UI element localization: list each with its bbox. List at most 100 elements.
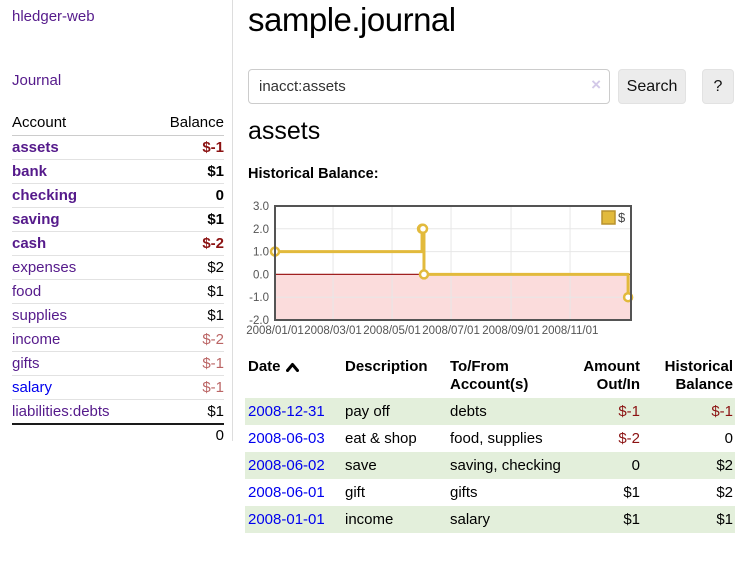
transaction-date-link[interactable]: 2008-06-02 [248, 457, 325, 474]
accounts-table-body: assets $-1 bank $1 checking 0 saving $1 cash $-2 e… [12, 135, 224, 424]
register-cell-amount: $-1 [618, 403, 640, 420]
account-balance: $-1 [148, 135, 224, 160]
account-link-food[interactable]: food [12, 283, 42, 300]
register-header-historical-line2: Balance [675, 376, 733, 393]
svg-text:-1.0: -1.0 [249, 292, 269, 304]
clear-search-icon[interactable]: × [591, 75, 601, 94]
account-balance: $-2 [148, 327, 224, 352]
register-cell-amount: 0 [631, 457, 640, 474]
historical-balance-chart: 3.0 2.0 1.0 0.0 -1.0 -2.0 2008/01/01 2008/03/01… [243, 190, 647, 344]
register-header-historical: Historical Balance [642, 358, 735, 398]
account-link-expenses[interactable]: expenses [12, 259, 77, 276]
account-row: expenses $2 [12, 255, 224, 280]
account-link-assets[interactable]: assets [12, 139, 59, 156]
accounts-total-spacer [12, 422, 149, 447]
account-balance: $-2 [148, 231, 224, 256]
register-cell-balance: $-1 [711, 403, 733, 420]
search-input-wrap: × [248, 69, 610, 104]
account-link-liabilities-debts[interactable]: liabilities:debts [12, 402, 110, 420]
svg-text:2008/11/01: 2008/11/01 [542, 325, 599, 337]
accounts-table: Account Balance assets $-1 bank $1 checking 0… [12, 111, 224, 447]
register-cell-description: save [345, 457, 377, 474]
account-link-saving[interactable]: saving [12, 211, 60, 228]
transaction-date-link[interactable]: 2008-06-01 [248, 484, 325, 501]
register-cell-date: 2008-06-01 [245, 479, 342, 506]
register-header-row: Date Description To/From Account(s) Amou… [245, 358, 735, 398]
accounts-header-account: Account [12, 111, 149, 136]
register-cell-amount: $1 [623, 484, 640, 501]
page-title: sample.journal [248, 1, 456, 38]
account-row: bank $1 [12, 159, 224, 184]
register-row: 2008-06-03 eat & shop food, supplies $-2 0 [245, 425, 735, 452]
register-header-amount-line2: Out/In [596, 376, 640, 393]
account-balance: $-1 [148, 351, 224, 376]
register-header-date[interactable]: Date [245, 358, 342, 398]
transaction-date-link[interactable]: 2008-12-31 [248, 403, 325, 420]
transaction-date-link[interactable]: 2008-06-03 [248, 430, 325, 447]
account-row: saving $1 [12, 207, 224, 232]
account-balance: $1 [148, 159, 224, 184]
transaction-date-link[interactable]: 2008-01-01 [248, 511, 325, 528]
register-table-body: 2008-12-31 pay off debts $-1 $-1 2008-06-03 ea… [245, 398, 735, 533]
svg-text:2008/01/01: 2008/01/01 [246, 325, 304, 337]
register-cell-date: 2008-06-02 [245, 452, 342, 479]
account-row: assets $-1 [12, 135, 224, 160]
account-row: salary $-1 [12, 375, 224, 400]
register-cell-date: 2008-01-01 [245, 506, 342, 533]
account-row: supplies $1 [12, 303, 224, 328]
register-header-date-label: Date [248, 358, 281, 375]
accounts-total-row: 0 [12, 422, 224, 447]
svg-text:2008/09/01: 2008/09/01 [482, 325, 540, 337]
chart-title: Historical Balance: [248, 166, 379, 182]
help-button[interactable]: ? [702, 69, 734, 104]
register-row: 2008-12-31 pay off debts $-1 $-1 [245, 398, 735, 425]
register-cell-amount: $-2 [618, 430, 640, 447]
svg-text:0.0: 0.0 [253, 269, 269, 281]
account-balance: $1 [148, 279, 224, 304]
chevron-up-icon [285, 359, 299, 377]
register-cell-description: income [345, 511, 394, 528]
account-link-cash[interactable]: cash [12, 235, 47, 252]
account-row: income $-2 [12, 327, 224, 352]
account-heading: assets [248, 117, 321, 145]
sidebar-item-journal[interactable]: Journal [12, 72, 62, 89]
register-cell-date: 2008-12-31 [245, 398, 342, 425]
account-link-income[interactable]: income [12, 331, 61, 348]
account-row: food $1 [12, 279, 224, 304]
register-cell-accounts: saving, checking [450, 457, 561, 474]
register-cell-date: 2008-06-03 [245, 425, 342, 452]
accounts-table-header: Account Balance [12, 111, 224, 136]
svg-text:2008/07/01: 2008/07/01 [422, 325, 480, 337]
account-link-supplies[interactable]: supplies [12, 307, 68, 324]
register-row: 2008-01-01 income salary $1 $1 [245, 506, 735, 533]
accounts-total-value: 0 [148, 422, 224, 447]
register-cell-balance: $2 [716, 484, 733, 501]
register-row: 2008-06-01 gift gifts $1 $2 [245, 479, 735, 506]
svg-text:2008/03/01: 2008/03/01 [304, 325, 362, 337]
register-cell-description: pay off [345, 403, 390, 420]
search-input[interactable] [248, 69, 610, 104]
search-button[interactable]: Search [618, 69, 686, 104]
svg-text:1.0: 1.0 [253, 247, 269, 259]
register-cell-balance: 0 [724, 430, 733, 447]
app-brand-link[interactable]: hledger-web [12, 8, 95, 25]
account-link-salary[interactable]: salary [12, 379, 53, 396]
account-row: checking 0 [12, 183, 224, 208]
account-balance: $1 [148, 399, 224, 424]
account-link-bank[interactable]: bank [12, 163, 48, 180]
svg-text:2.0: 2.0 [253, 224, 269, 236]
account-link-gifts[interactable]: gifts [12, 355, 40, 372]
register-cell-description: gift [345, 484, 366, 501]
register-header-amount: Amount Out/In [565, 358, 642, 398]
account-balance: 0 [148, 183, 224, 208]
register-cell-accounts: gifts [450, 484, 478, 501]
sidebar: hledger-web Journal Account Balance asse… [0, 0, 233, 447]
account-link-checking[interactable]: checking [12, 187, 78, 204]
search-form: × Search ? [248, 69, 742, 105]
register-cell-accounts: food, supplies [450, 430, 543, 447]
register-table: Date Description To/From Account(s) Amou… [245, 358, 735, 533]
register-cell-amount: $1 [623, 511, 640, 528]
account-balance: $1 [148, 207, 224, 232]
svg-text:-2.0: -2.0 [249, 315, 269, 327]
